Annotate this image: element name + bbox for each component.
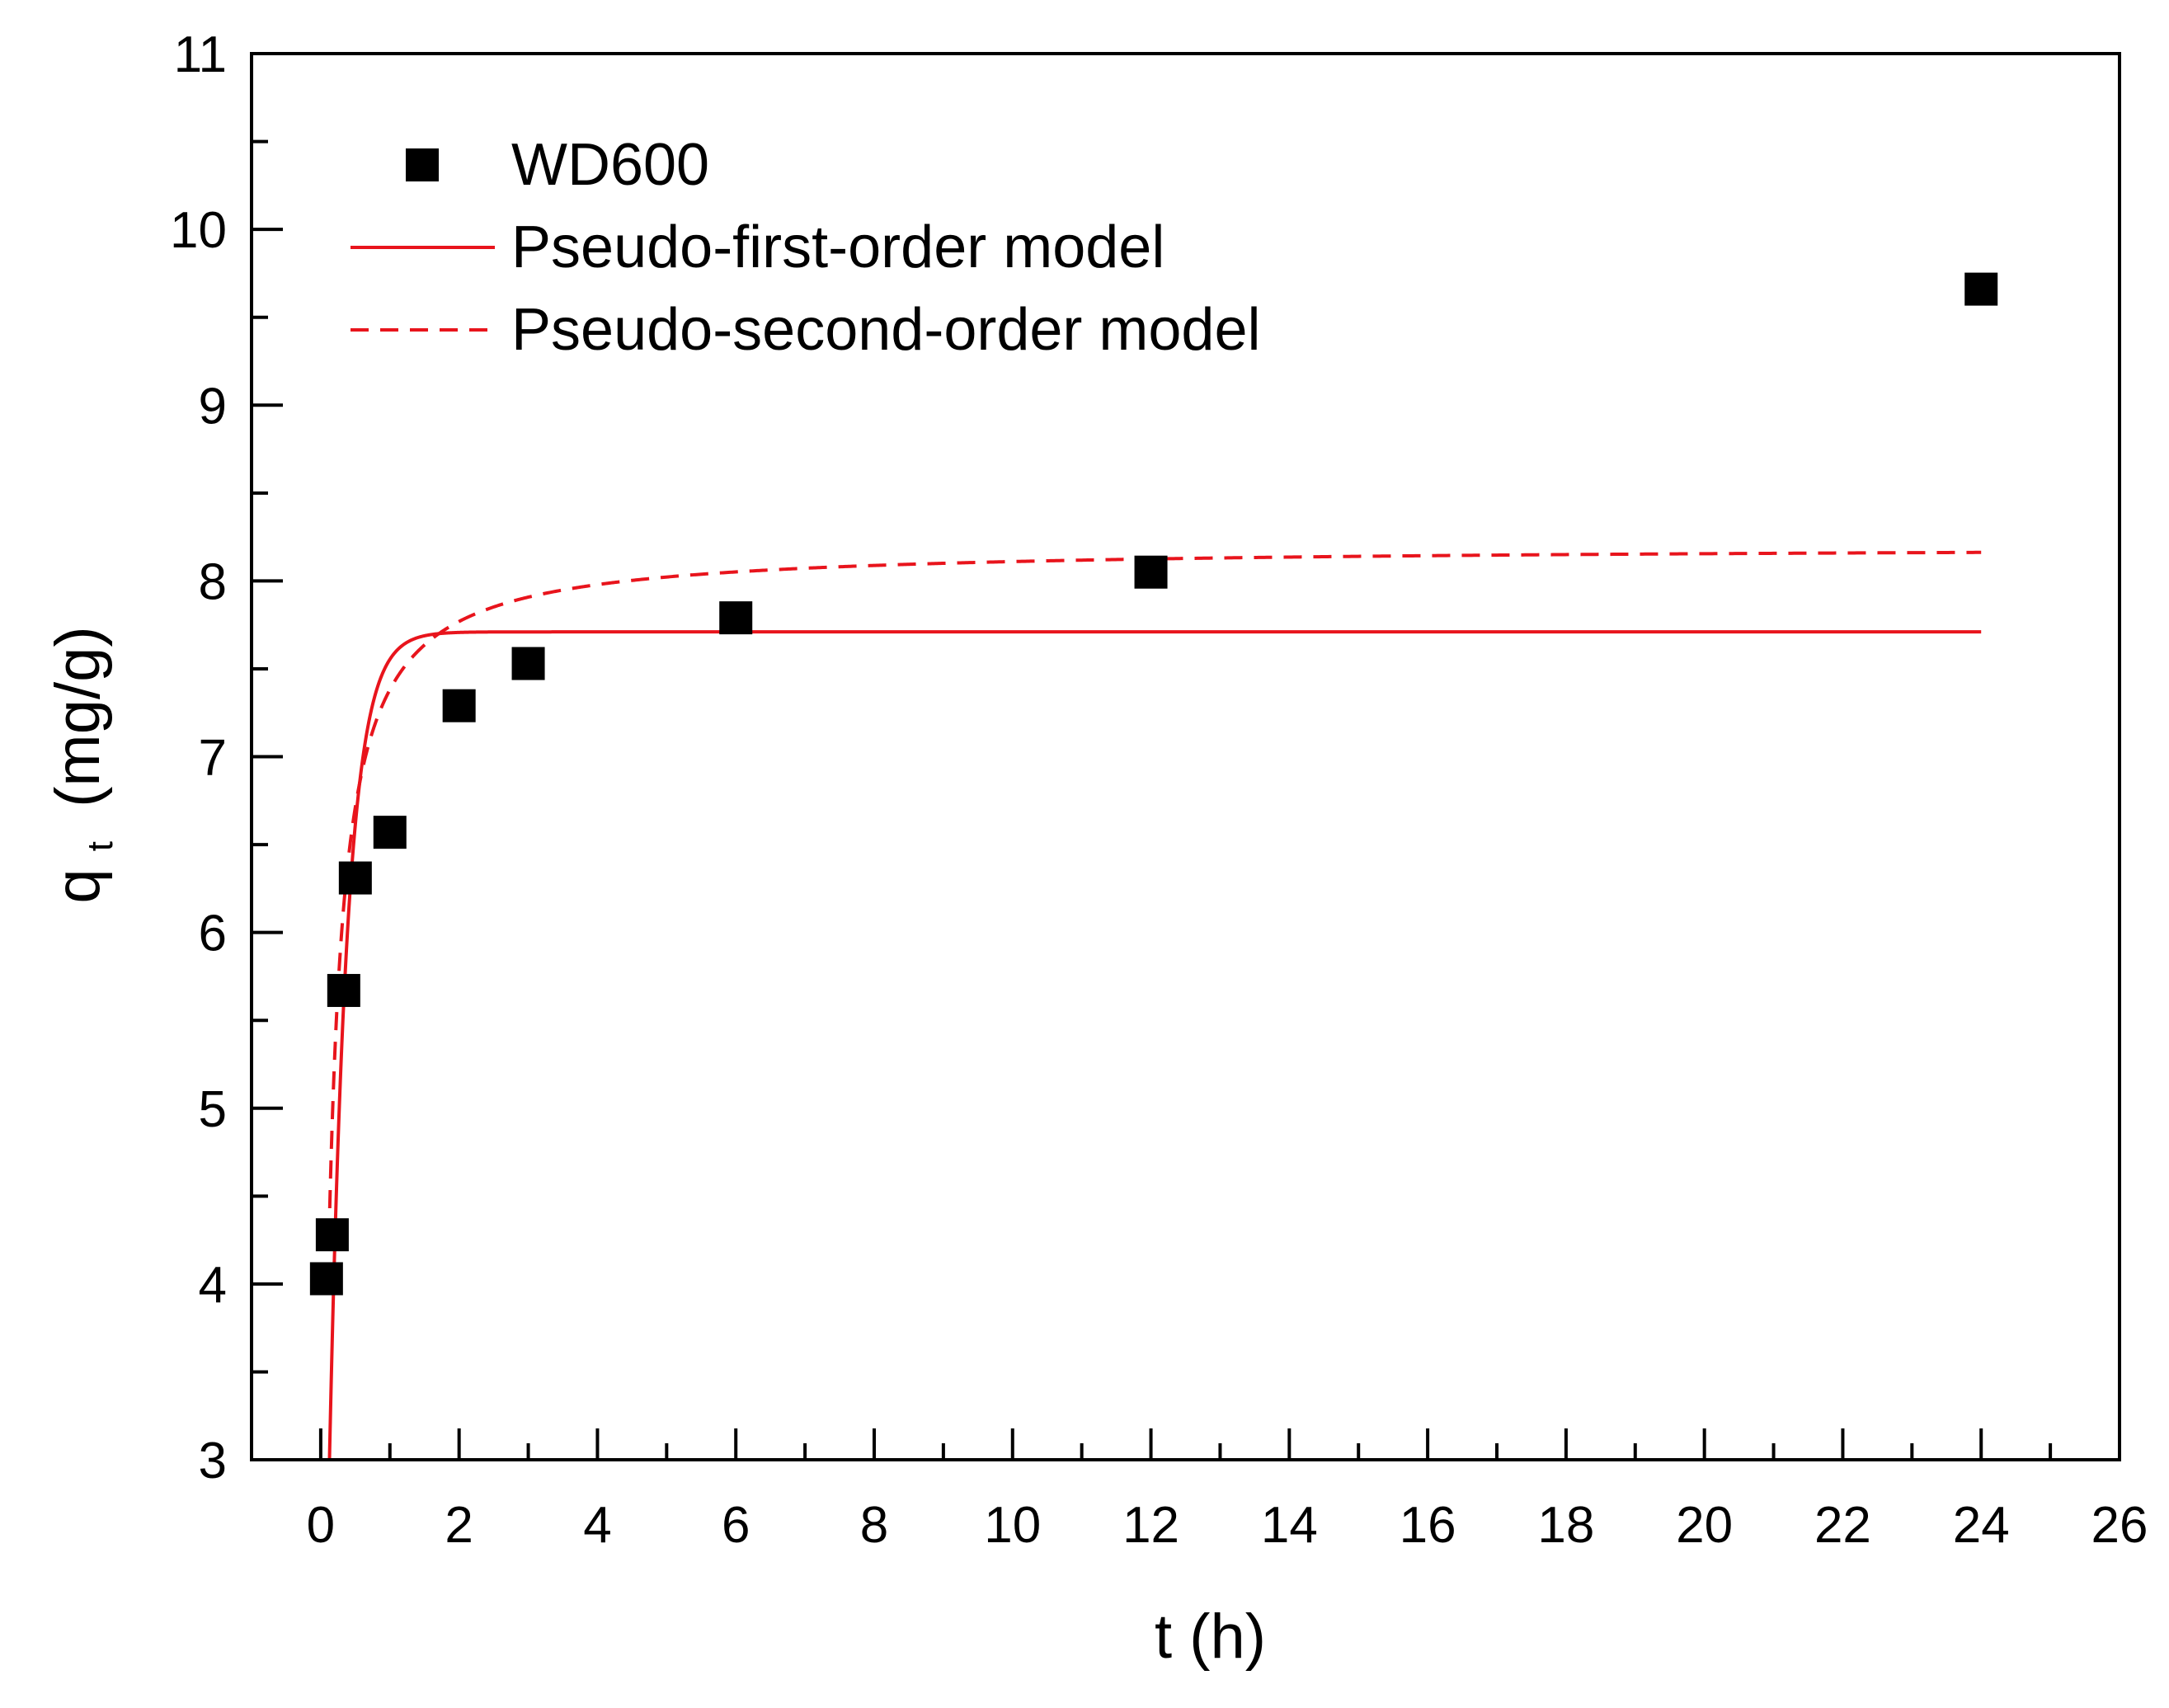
data-point: [315, 1218, 349, 1252]
y-tick-label: 4: [199, 1257, 227, 1314]
y-axis-title: q t (mg/g): [43, 626, 126, 903]
y-axis-title-symbol: q: [43, 868, 113, 903]
svg-text:q t (mg/g): q t (mg/g): [43, 626, 126, 903]
data-point: [327, 973, 360, 1007]
y-tick-label: 3: [199, 1433, 227, 1489]
y-tick-label: 5: [199, 1081, 227, 1138]
x-tick-label: 2: [445, 1497, 473, 1554]
y-axis-title-unit: (mg/g): [43, 626, 113, 807]
x-tick-label: 8: [860, 1497, 888, 1554]
legend-label: WD600: [511, 132, 709, 198]
data-point: [1964, 272, 1998, 306]
legend-label: Pseudo-second-order model: [511, 297, 1261, 363]
y-tick-label: 11: [174, 26, 227, 83]
y-axis-title-subscript: t: [80, 841, 120, 851]
x-tick-label: 0: [307, 1497, 335, 1554]
x-axis-ticks: 0 2 4 6 8 10 12 14 16 18 20 22 24 26: [250, 1428, 2148, 1554]
y-tick-label: 6: [199, 906, 227, 962]
data-point: [338, 861, 372, 895]
x-tick-label: 22: [1814, 1497, 1871, 1554]
data-point: [1134, 555, 1168, 589]
data-point: [442, 689, 476, 722]
x-tick-label: 6: [722, 1497, 750, 1554]
x-tick-label: 24: [1953, 1497, 2010, 1554]
x-tick-label: 14: [1261, 1497, 1318, 1554]
y-tick-label: 10: [170, 202, 227, 259]
data-point: [309, 1262, 343, 1296]
legend-marker: [406, 148, 439, 181]
x-axis-title: t (h): [1155, 1602, 1266, 1672]
data-point: [719, 601, 753, 635]
x-tick-label: 10: [984, 1497, 1041, 1554]
x-tick-label: 4: [583, 1497, 611, 1554]
x-tick-label: 12: [1122, 1497, 1179, 1554]
y-tick-label: 7: [199, 730, 227, 787]
y-tick-label: 9: [199, 378, 227, 435]
x-tick-label: 16: [1400, 1497, 1456, 1554]
y-tick-label: 8: [199, 553, 227, 610]
legend: WD600 Pseudo-first-order model Pseudo-seco…: [351, 132, 1261, 363]
data-point: [373, 816, 407, 849]
data-markers: [309, 272, 1998, 1296]
x-tick-label: 26: [2091, 1497, 2148, 1554]
x-tick-label: 20: [1676, 1497, 1733, 1554]
y-axis-ticks: 3 4 5 6 7 8 9 10 11: [170, 26, 283, 1489]
pseudo-second-order-curve: [327, 550, 1982, 1238]
data-point: [511, 647, 545, 680]
legend-label: Pseudo-first-order model: [511, 214, 1164, 280]
x-tick-label: 18: [1537, 1497, 1594, 1554]
